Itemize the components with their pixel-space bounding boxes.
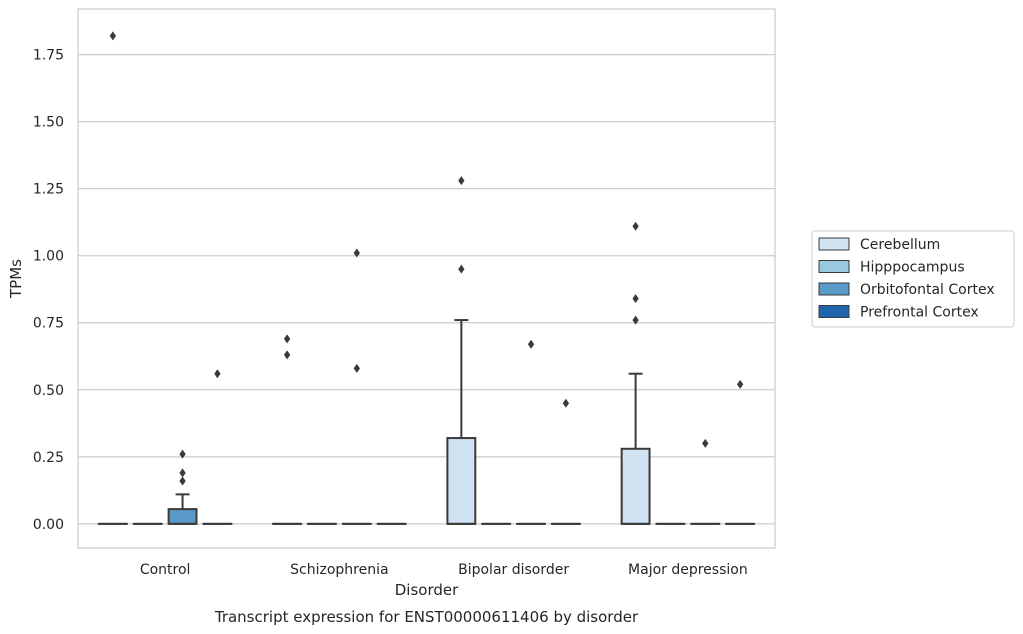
plot-frame xyxy=(77,8,776,549)
legend-swatch xyxy=(818,282,850,296)
chart-caption: Transcript expression for ENST0000061140… xyxy=(214,608,639,626)
outlier-point xyxy=(702,438,709,448)
y-axis-label: TPMs xyxy=(7,259,25,299)
box-body xyxy=(446,437,477,525)
legend-label: Prefrontal Cortex xyxy=(860,305,979,321)
boxes xyxy=(97,31,756,525)
y-tick-label: 0.25 xyxy=(33,450,64,466)
box-cerebellum xyxy=(620,221,651,525)
y-tick-label: 0.50 xyxy=(33,383,64,399)
box-body xyxy=(620,447,651,525)
legend-label: Hipppocampus xyxy=(860,260,965,276)
box-prefrontal-cortex xyxy=(550,398,581,525)
legend-swatch xyxy=(818,237,850,251)
outlier-point xyxy=(179,468,186,478)
legend-frame xyxy=(811,230,1015,328)
legend-label: Cerebellum xyxy=(860,237,940,253)
outlier-point xyxy=(632,221,639,231)
outlier-point xyxy=(562,398,570,408)
outlier-point xyxy=(283,350,291,360)
outlier-point xyxy=(353,248,360,258)
box-orbitofontal-cortex xyxy=(167,449,198,525)
outlier-point xyxy=(353,363,360,373)
outlier-point xyxy=(109,31,116,41)
box-body xyxy=(167,508,198,525)
y-tick-label: 0.00 xyxy=(33,517,64,533)
x-ticks: Control Schizophrenia Bipolar disorder Majo… xyxy=(140,562,748,578)
y-tick-label: 1.00 xyxy=(33,249,64,265)
y-ticks: 0.00 0.25 0.50 0.75 1.00 1.25 1.50 1.75 xyxy=(33,48,64,533)
y-tick-label: 0.75 xyxy=(33,316,64,332)
box-prefrontal-cortex xyxy=(202,369,233,525)
legend: Cerebellum Hipppocampus Orbitofontal Corte… xyxy=(811,230,1015,328)
box-prefrontal-cortex xyxy=(725,379,756,525)
x-tick-label: Schizophrenia xyxy=(290,562,388,578)
x-tick-label: Control xyxy=(140,562,191,578)
x-axis-label: Disorder xyxy=(395,581,459,599)
legend-label: Orbitofontal Cortex xyxy=(860,282,995,298)
y-tick-label: 1.75 xyxy=(33,48,64,64)
legend-swatch xyxy=(818,260,850,273)
x-tick-label: Bipolar disorder xyxy=(458,562,569,578)
outlier-point xyxy=(527,339,535,349)
outlier-point xyxy=(214,369,221,379)
outlier-point xyxy=(179,449,186,459)
outlier-point xyxy=(458,176,465,186)
x-tick-label: Major depression xyxy=(628,562,748,578)
outlier-point xyxy=(737,379,744,389)
gridlines xyxy=(78,53,775,525)
legend-swatch xyxy=(818,305,850,318)
box-cerebellum xyxy=(446,176,477,525)
outlier-point xyxy=(283,334,291,344)
box-orbitofontal-cortex xyxy=(690,438,721,525)
box-cerebellum xyxy=(97,31,128,525)
box-orbitofontal-cortex xyxy=(341,248,372,525)
y-tick-label: 1.50 xyxy=(33,115,64,131)
y-tick-label: 1.25 xyxy=(33,182,64,198)
outlier-point xyxy=(632,315,639,325)
outlier-point xyxy=(179,476,186,486)
outlier-point xyxy=(632,294,639,304)
box-orbitofontal-cortex xyxy=(516,339,546,525)
box-cerebellum xyxy=(272,334,303,525)
outlier-point xyxy=(458,264,465,274)
